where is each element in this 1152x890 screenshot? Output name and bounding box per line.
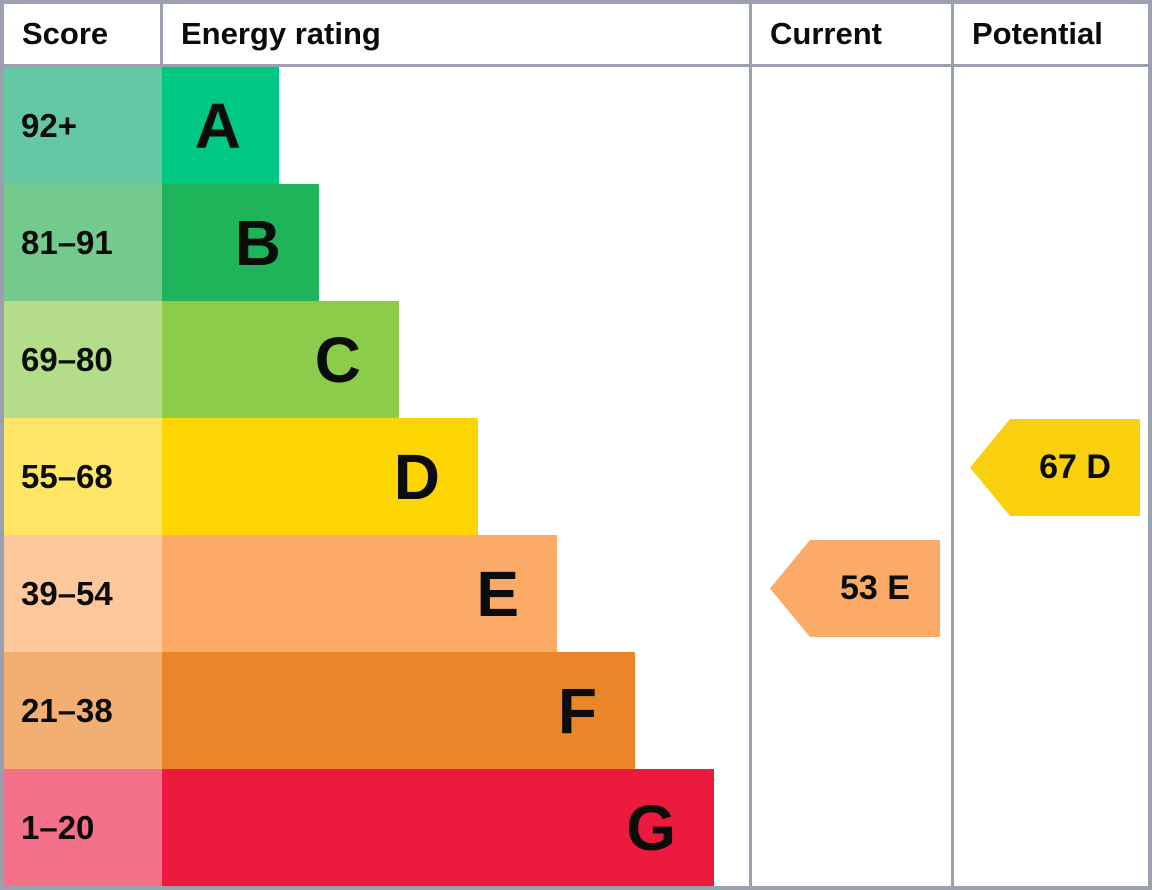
band-letter: D <box>393 440 440 513</box>
potential-rating-label: 67 D <box>1039 448 1111 486</box>
score-range-label: 1–20 <box>21 808 95 846</box>
band-row-b: 81–91 B <box>4 184 749 301</box>
rating-bar-a: A <box>162 67 279 184</box>
score-range-label: 21–38 <box>21 691 113 729</box>
band-row-d: 55–68 D <box>4 418 749 535</box>
band-row-e: 39–54 E <box>4 535 749 652</box>
current-column-header: Current <box>770 16 882 51</box>
band-letter: A <box>194 89 241 162</box>
potential-column-header: Potential <box>972 16 1103 51</box>
potential-column-divider <box>951 4 954 886</box>
energy-rating-column-header: Energy rating <box>181 16 381 51</box>
score-range-cell: 69–80 <box>4 301 162 418</box>
score-range-cell: 21–38 <box>4 652 162 769</box>
current-rating-arrow: 53 E <box>770 540 940 637</box>
potential-rating-arrow: 67 D <box>970 419 1140 516</box>
band-row-a: 92+ A <box>4 67 749 184</box>
score-range-cell: 92+ <box>4 67 162 184</box>
rating-bar-f: F <box>162 652 635 769</box>
band-letter: G <box>626 791 676 864</box>
score-range-cell: 55–68 <box>4 418 162 535</box>
band-letter: C <box>314 323 361 396</box>
score-range-cell: 1–20 <box>4 769 162 886</box>
rating-bar-g: G <box>162 769 714 886</box>
score-range-cell: 81–91 <box>4 184 162 301</box>
score-range-label: 92+ <box>21 106 77 144</box>
rating-bar-d: D <box>162 418 478 535</box>
band-row-c: 69–80 C <box>4 301 749 418</box>
current-rating-label: 53 E <box>840 569 910 607</box>
band-row-f: 21–38 F <box>4 652 749 769</box>
band-row-g: 1–20 G <box>4 769 749 886</box>
score-range-label: 55–68 <box>21 457 113 495</box>
score-range-label: 69–80 <box>21 340 113 378</box>
band-letter: E <box>476 557 519 630</box>
score-range-label: 39–54 <box>21 574 113 612</box>
score-range-label: 81–91 <box>21 223 113 261</box>
score-range-cell: 39–54 <box>4 535 162 652</box>
band-letter: F <box>557 674 597 747</box>
current-column-divider <box>749 4 752 886</box>
header-divider-line <box>4 64 1148 67</box>
rating-bar-c: C <box>162 301 399 418</box>
score-column-divider <box>160 4 163 64</box>
score-column-header: Score <box>22 16 109 51</box>
rating-bar-b: B <box>162 184 319 301</box>
band-letter: B <box>234 206 281 279</box>
rating-bar-e: E <box>162 535 557 652</box>
